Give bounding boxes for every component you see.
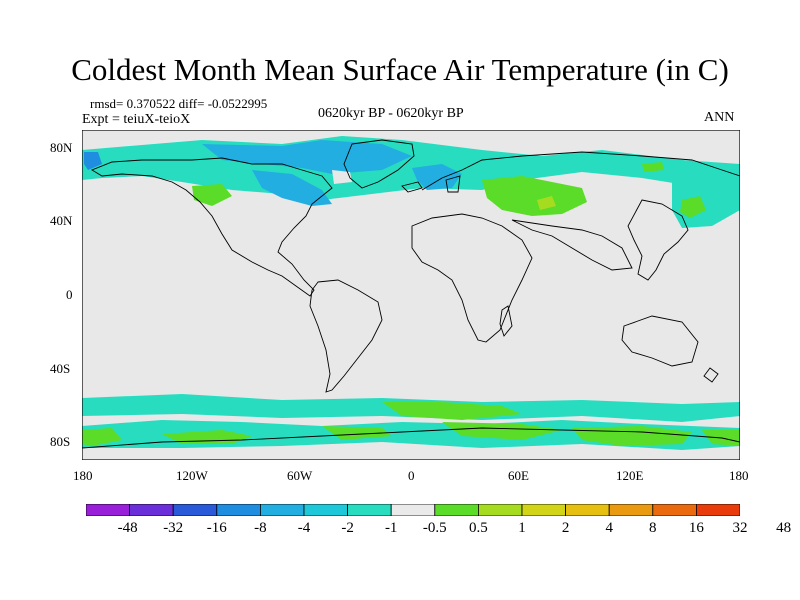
colorbar-swatch [347,504,392,516]
lat-label-80n: 80N [50,140,73,155]
colorbar-tick-label: -0.5 [422,520,447,536]
colorbar-swatch [652,504,697,516]
colorbar-swatch [434,504,479,516]
colorbar-tick-label: 16 [688,520,704,536]
colorbar-swatch [129,504,174,516]
lat-label-80s: 80S [50,434,71,449]
lon-label-0: 0 [408,468,415,483]
lat-label-40s: 40S [50,361,71,376]
lat-label-equator: 0 [66,287,73,302]
coastlines [82,139,740,449]
lon-label-120w: 120W [176,468,208,483]
colorbar-tick-label: -16 [206,520,227,536]
colorbar-tick-label: -1 [384,520,398,536]
colorbar-tick-label: -4 [297,520,311,536]
lon-label-180e: 180 [729,468,749,483]
colorbar-swatch [477,504,523,516]
colorbar-tick-label: 0.5 [469,520,488,536]
colorbar-tick-label: 8 [649,520,657,536]
colorbar-swatch [521,504,566,516]
colorbar-tick-label: -48 [117,520,138,536]
colorbar-tick-label: 2 [561,520,570,536]
colorbar-swatch [259,504,305,516]
colorbar-tick-label: -8 [254,520,267,536]
northern-warm-anomalies [192,162,706,218]
lon-label-120e: 120E [616,468,644,483]
colorbar-swatch [303,504,348,516]
lon-label-180w: 180 [73,468,93,483]
lon-label-60e: 60E [508,468,529,483]
temperature-difference-map [82,130,740,460]
colorbar-swatch [216,504,261,516]
colorbar-tick-label: 4 [605,520,613,536]
map-title: Coldest Month Mean Surface Air Temperatu… [71,52,729,87]
colorbar-swatch [565,504,610,516]
colorbar-swatch [172,504,218,516]
colorbar-tick-label: -32 [163,520,184,536]
season-label: ANN [704,110,735,125]
colorbar-swatch [696,504,740,516]
colorbar-swatch [86,504,130,516]
colorbar-tick-label: 48 [776,520,792,536]
colorbar-tick-label: 32 [732,520,748,536]
arctic-anomaly-field [82,136,740,228]
colorbar-swatch [390,504,436,516]
colorbar-swatch [608,504,654,516]
lon-label-60w: 60W [287,468,313,483]
stats-text: rmsd= 0.370522 diff= -0.0522995 [90,96,268,111]
experiment-label: Expt = teiuX-teioX [82,112,191,127]
colorbar-tick-label: 1 [518,520,526,536]
colorbar [86,504,740,516]
lat-label-40n: 40N [50,213,73,228]
period-label: 0620kyr BP - 0620kyr BP [318,106,464,121]
colorbar-tick-label: -2 [341,520,354,536]
